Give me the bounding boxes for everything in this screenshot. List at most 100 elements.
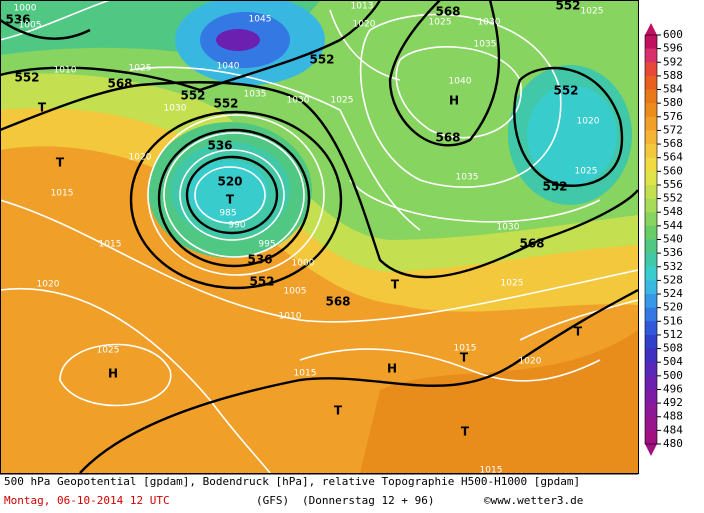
color-swatch: [645, 157, 657, 172]
colorbar-tick-label: 544: [663, 219, 683, 232]
colorbar-tick-label: 556: [663, 178, 683, 191]
color-swatch: [645, 116, 657, 131]
map-label: 1025: [581, 7, 604, 17]
map-label: 1005: [284, 287, 307, 297]
map-label: 1025: [501, 279, 524, 289]
color-swatch: [645, 389, 657, 404]
colorbar-tick-label: 500: [663, 369, 683, 382]
color-swatch: [645, 144, 657, 159]
map-label: 995: [258, 240, 275, 250]
map-label: 552: [309, 53, 334, 67]
color-swatch: [645, 253, 657, 268]
color-swatch: [645, 48, 657, 63]
map-label: H: [108, 367, 118, 381]
colorbar-tick-label: 516: [663, 314, 683, 327]
footer-date: Montag, 06-10-2014 12 UTC: [4, 494, 170, 507]
colorbar-tick-label: 488: [663, 410, 683, 423]
map-label: 1015: [480, 466, 503, 476]
colorbar-tick-label: 564: [663, 151, 683, 164]
map-label: 1040: [449, 77, 472, 87]
colorbar-tick-label: 524: [663, 287, 683, 300]
map-label: 552: [542, 180, 567, 194]
map-label: 1025: [575, 167, 598, 177]
map-label: 1030: [497, 223, 520, 233]
colorbar-tick-label: 576: [663, 110, 683, 123]
map-label: T: [334, 404, 343, 418]
colorbar-tick-label: 484: [663, 423, 683, 436]
map-label: 1015: [51, 189, 74, 199]
map-label: 1025: [331, 96, 354, 106]
colorbar-tick-label: 492: [663, 396, 683, 409]
colorbar-tick-label: 520: [663, 301, 683, 314]
map-label: 1020: [519, 357, 542, 367]
color-swatch: [645, 294, 657, 309]
map-label: 1035: [456, 173, 479, 183]
colorbar-tick-label: 552: [663, 192, 683, 205]
map-label: T: [391, 278, 400, 292]
map-label: T: [574, 325, 583, 339]
footer-model: (GFS): [256, 494, 289, 507]
color-swatch: [645, 75, 657, 91]
color-swatch: [645, 321, 657, 336]
colorbar-tick-label: 588: [663, 69, 683, 82]
map-label: 536: [247, 253, 272, 267]
map-label: 1040: [217, 62, 240, 72]
colorbar-arrow-top: [645, 23, 657, 35]
map-label: 1020: [353, 20, 376, 30]
map-label: T: [38, 101, 47, 115]
map-label: 1000: [14, 4, 37, 14]
map-label: 1025: [129, 64, 152, 74]
color-swatch: [645, 239, 657, 254]
color-swatch: [645, 430, 657, 445]
map-label: 568: [435, 5, 460, 19]
map-label: 1013: [351, 2, 374, 12]
color-swatch: [645, 171, 657, 186]
colorbar-arrow-bottom: [645, 444, 657, 456]
color-swatch: [645, 307, 657, 322]
map-label: 1035: [244, 90, 267, 100]
color-swatch: [645, 184, 657, 200]
colorbar-tick-label: 584: [663, 83, 683, 96]
color-swatch: [645, 89, 657, 104]
colorbar-tick-label: 568: [663, 137, 683, 150]
colorbar-tick-label: 540: [663, 233, 683, 246]
colorbar-tick-label: 600: [663, 28, 683, 41]
color-swatch: [645, 403, 657, 418]
color-swatch: [645, 35, 657, 50]
map-label: 985: [219, 209, 236, 219]
colorbar-tick-label: 480: [663, 437, 683, 450]
color-swatch: [645, 212, 657, 227]
color-swatch: [645, 416, 657, 431]
footer-copyright: ©www.wetter3.de: [484, 494, 583, 507]
map-label: 552: [553, 84, 578, 98]
map-label: 568: [519, 237, 544, 251]
colorbar-tick-label: 536: [663, 246, 683, 259]
map-label: 552: [555, 0, 580, 13]
map-label: 552: [180, 89, 205, 103]
colorbar-tick-label: 592: [663, 55, 683, 68]
map-label: 1030: [287, 96, 310, 106]
colorbar-tick-label: 528: [663, 273, 683, 286]
map-label: T: [226, 193, 235, 207]
color-swatch: [645, 362, 657, 377]
color-swatch: [645, 103, 657, 118]
map-label: 552: [249, 275, 274, 289]
map-label: 568: [435, 131, 460, 145]
map-label: 1020: [129, 153, 152, 163]
color-swatch: [645, 348, 657, 363]
colorbar-tick-label: 496: [663, 382, 683, 395]
map-label: 990: [228, 221, 245, 231]
map-label: 520: [217, 175, 242, 189]
color-swatch: [645, 225, 657, 240]
color-swatch: [645, 375, 657, 390]
map-label: 1015: [454, 344, 477, 354]
colorbar-tick-label: 596: [663, 42, 683, 55]
footer-valid: (Donnerstag 12 + 96): [302, 494, 434, 507]
map-label: 536: [207, 139, 232, 153]
map-label: 536: [5, 13, 30, 27]
map-label: 1020: [37, 280, 60, 290]
map-label: 1020: [577, 117, 600, 127]
